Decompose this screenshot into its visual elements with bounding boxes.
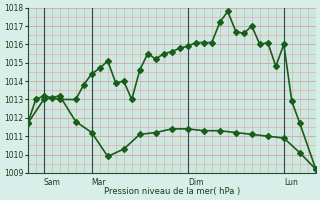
Text: Lun: Lun — [284, 178, 298, 187]
Text: Mar: Mar — [92, 178, 106, 187]
Text: Sam: Sam — [44, 178, 60, 187]
Text: Dim: Dim — [188, 178, 203, 187]
X-axis label: Pression niveau de la mer( hPa ): Pression niveau de la mer( hPa ) — [104, 187, 240, 196]
